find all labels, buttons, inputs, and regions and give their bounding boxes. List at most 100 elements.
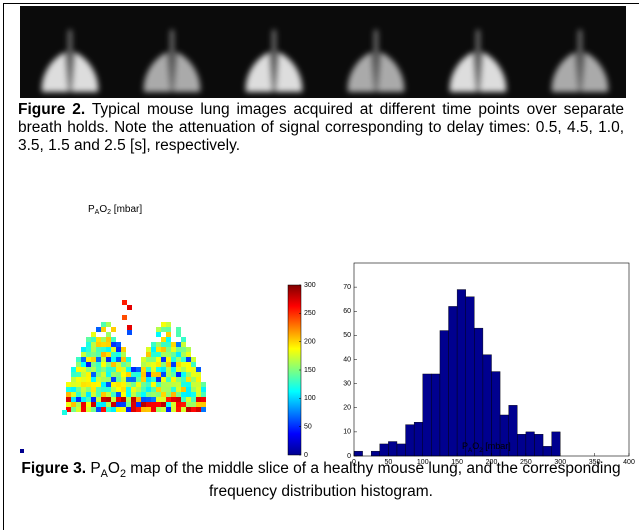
map-cell bbox=[156, 352, 161, 357]
map-cell bbox=[196, 397, 201, 402]
map-cell bbox=[181, 392, 186, 397]
map-cell bbox=[122, 300, 127, 305]
map-cell bbox=[91, 372, 96, 377]
map-cell bbox=[186, 402, 191, 407]
colorbar-tick-label: 150 bbox=[304, 367, 316, 374]
map-cell bbox=[176, 402, 181, 407]
map-cell bbox=[151, 377, 156, 382]
map-cell bbox=[76, 387, 81, 392]
map-cell bbox=[161, 337, 166, 342]
map-cell bbox=[186, 397, 191, 402]
y-tick-label: 20 bbox=[343, 405, 351, 412]
map-cell bbox=[121, 402, 126, 407]
map-cell bbox=[116, 357, 121, 362]
lung bbox=[449, 52, 507, 92]
map-cell bbox=[101, 382, 106, 387]
map-cell bbox=[186, 362, 191, 367]
map-cell bbox=[96, 362, 101, 367]
y-tick-label: 40 bbox=[343, 356, 351, 363]
map-cell bbox=[151, 342, 156, 347]
map-cell bbox=[116, 377, 121, 382]
map-cell bbox=[141, 362, 146, 367]
map-cell bbox=[156, 372, 161, 377]
text-part: 2 bbox=[119, 468, 126, 481]
bar bbox=[370, 450, 380, 457]
map-cell bbox=[111, 367, 116, 372]
x-tick-label: 250 bbox=[520, 459, 532, 466]
map-cell bbox=[116, 342, 121, 347]
map-cell bbox=[136, 377, 141, 382]
map-cell bbox=[126, 362, 131, 367]
map-cell bbox=[176, 377, 181, 382]
map-cell bbox=[76, 377, 81, 382]
map-cell bbox=[161, 322, 166, 327]
map-cell bbox=[111, 402, 116, 407]
mri-lungs bbox=[41, 30, 609, 92]
map-cell bbox=[151, 367, 156, 372]
map-cell bbox=[141, 357, 146, 362]
map-cell bbox=[141, 387, 146, 392]
bar bbox=[388, 441, 398, 457]
map-cell bbox=[151, 397, 156, 402]
bar bbox=[405, 424, 415, 457]
bar bbox=[517, 434, 527, 457]
map-cell bbox=[146, 397, 151, 402]
map-cell bbox=[156, 362, 161, 367]
map-cell bbox=[156, 367, 161, 372]
map-cell bbox=[196, 392, 201, 397]
spine bbox=[272, 30, 276, 92]
map-cell bbox=[131, 387, 136, 392]
map-cell bbox=[66, 407, 71, 412]
map-cell bbox=[166, 332, 171, 337]
map-cell bbox=[196, 372, 201, 377]
map-cell bbox=[186, 367, 191, 372]
map-cell bbox=[96, 402, 101, 407]
spine bbox=[476, 30, 480, 92]
map-cell bbox=[141, 392, 146, 397]
map-cell bbox=[86, 392, 91, 397]
x-tick-label: 350 bbox=[589, 459, 601, 466]
map-cell bbox=[81, 352, 86, 357]
y-tick-label: 50 bbox=[343, 332, 351, 339]
map-cell bbox=[176, 342, 181, 347]
map-cell bbox=[106, 402, 111, 407]
text-part: map of the middle slice of a healthy mou… bbox=[126, 460, 621, 501]
map-cell bbox=[166, 347, 171, 352]
map-cell bbox=[91, 362, 96, 367]
bar bbox=[439, 330, 449, 457]
map-cell bbox=[121, 397, 126, 402]
map-cell bbox=[91, 387, 96, 392]
map-cell bbox=[86, 402, 91, 407]
map-cell bbox=[131, 382, 136, 387]
bar bbox=[448, 306, 458, 457]
map-cell bbox=[106, 367, 111, 372]
map-cell bbox=[71, 392, 76, 397]
map-cell bbox=[176, 347, 181, 352]
map-cell bbox=[106, 322, 111, 327]
map-cell bbox=[81, 362, 86, 367]
map-cell bbox=[96, 342, 101, 347]
map-cell bbox=[136, 382, 141, 387]
map-cell bbox=[96, 357, 101, 362]
lung bbox=[245, 52, 303, 92]
y-tick-label: 60 bbox=[343, 308, 351, 315]
map-cell bbox=[116, 402, 121, 407]
map-cell bbox=[76, 362, 81, 367]
pao2-map bbox=[20, 300, 206, 453]
colorbar-tick-label: 300 bbox=[304, 282, 316, 289]
map-cell bbox=[127, 305, 132, 310]
map-cell bbox=[161, 407, 166, 412]
map-cell bbox=[161, 402, 166, 407]
map-cell bbox=[127, 330, 132, 335]
map-cell bbox=[126, 377, 131, 382]
map-cell bbox=[106, 362, 111, 367]
map-cell bbox=[66, 397, 71, 402]
map-cell bbox=[151, 357, 156, 362]
map-cell bbox=[146, 347, 151, 352]
map-cell bbox=[76, 367, 81, 372]
mri-strip bbox=[20, 6, 626, 98]
map-cell bbox=[171, 362, 176, 367]
map-cell bbox=[76, 372, 81, 377]
